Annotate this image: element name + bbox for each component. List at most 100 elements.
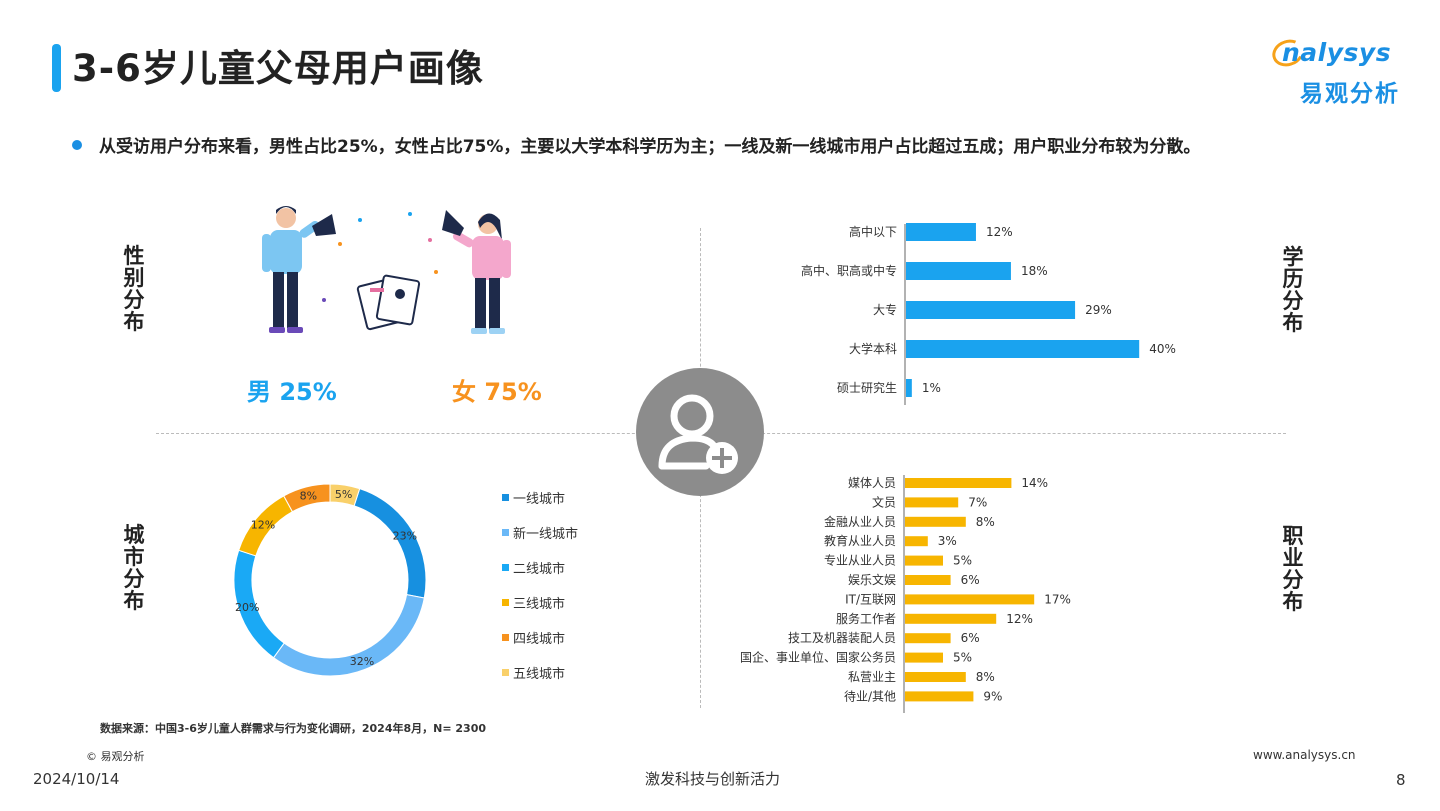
bar-category-label: 硕士研究生 <box>837 380 897 395</box>
bar-value-label: 40% <box>1149 342 1176 356</box>
footer-slogan: 激发科技与创新活力 <box>645 770 781 788</box>
gender-female-label: 女 75% <box>452 378 542 406</box>
page-number: 8 <box>1396 771 1406 789</box>
female-figure-icon <box>452 213 511 334</box>
legend-item: 二线城市 <box>502 550 578 585</box>
donut-value-label: 23% <box>393 530 417 543</box>
bar-value-label: 1% <box>922 381 941 395</box>
legend-label: 四线城市 <box>513 632 566 647</box>
donut-slice <box>329 483 361 507</box>
bar-category-label: 技工及机器装配人员 <box>788 631 896 645</box>
bar-category-label: 私营业主 <box>848 670 896 684</box>
bar-value-label: 9% <box>983 689 1002 703</box>
legend-item: 新一线城市 <box>502 515 578 550</box>
bar-value-label: 12% <box>986 225 1013 239</box>
gender-illustration <box>262 206 511 334</box>
gender-male-label: 男 25% <box>247 378 337 406</box>
data-source: 数据来源：中国3-6岁儿童人群需求与行为变化调研，2024年8月，N= 2300 <box>100 722 487 735</box>
page-title: 3-6岁儿童父母用户画像 <box>72 47 484 90</box>
bar-category-label: IT/互联网 <box>845 592 896 606</box>
center-circle <box>636 368 764 496</box>
bar-value-label: 12% <box>1006 612 1033 626</box>
website-link[interactable]: www.analysys.cn <box>1253 748 1356 762</box>
legend-item: 四线城市 <box>502 620 578 655</box>
donut-value-label: 32% <box>350 655 374 668</box>
donut-value-label: 8% <box>300 490 317 503</box>
bar <box>905 633 951 644</box>
bar-category-label: 高中、职高或中专 <box>801 263 897 278</box>
bar <box>905 575 951 585</box>
bar-category-label: 大学本科 <box>849 341 897 356</box>
donut-value-label: 5% <box>335 488 352 501</box>
bar-category-label: 娱乐文娱 <box>848 572 896 587</box>
city-legend: 一线城市新一线城市二线城市三线城市四线城市五线城市 <box>502 480 578 690</box>
logo-english: nalysys <box>1282 38 1392 67</box>
bar <box>905 497 959 508</box>
bar-value-label: 18% <box>1021 264 1048 278</box>
summary-bullet-icon <box>72 140 82 150</box>
bar-category-label: 媒体人员 <box>848 476 896 490</box>
legend-item: 五线城市 <box>502 655 578 690</box>
bar-value-label: 6% <box>961 631 980 645</box>
bar-value-label: 8% <box>976 515 995 529</box>
megaphone-icon <box>312 214 336 236</box>
bar <box>905 555 943 566</box>
add-user-icon <box>658 394 738 474</box>
bar <box>906 379 912 397</box>
legend-swatch <box>502 494 509 501</box>
legend-label: 三线城市 <box>513 597 566 612</box>
bar-category-label: 国企、事业单位、国家公务员 <box>740 650 896 665</box>
bar <box>905 478 1012 488</box>
bar <box>906 223 976 241</box>
copyright: © 易观分析 <box>86 750 145 763</box>
bar <box>905 613 997 624</box>
bar <box>906 301 1076 319</box>
bar <box>905 516 966 527</box>
bar-value-label: 7% <box>968 495 987 509</box>
bar-category-label: 专业从业人员 <box>824 553 896 568</box>
education-bar-chart: 高中以下 12% 高中、职高或中专 18% 大专 29% 大学本科 40% 硕士研究生 1% <box>801 223 1176 405</box>
legend-swatch <box>502 529 509 536</box>
bar-value-label: 17% <box>1044 592 1071 606</box>
bar-value-label: 3% <box>938 534 957 548</box>
logo-chinese: 易观分析 <box>1300 81 1400 107</box>
bar <box>905 691 974 702</box>
bar <box>905 594 1035 605</box>
section-label-gender: 性别分布 <box>123 244 145 334</box>
donut-slice <box>353 488 427 599</box>
megaphone-icon-female <box>442 210 464 236</box>
city-donut-chart: 23% 32% 20% 12% 8% 5% <box>233 483 427 677</box>
bar-value-label: 14% <box>1021 476 1048 490</box>
legend-swatch <box>502 564 509 571</box>
bar-category-label: 教育从业人员 <box>824 533 896 548</box>
bar <box>905 536 928 547</box>
legend-item: 三线城市 <box>502 585 578 620</box>
male-figure-icon <box>262 206 320 333</box>
legend-swatch <box>502 669 509 676</box>
document-cards-icon <box>356 274 421 331</box>
bar-category-label: 服务工作者 <box>836 611 896 626</box>
summary-text: 从受访用户分布来看，男性占比25%，女性占比75%，主要以大学本科学历为主；一线… <box>99 137 1201 157</box>
section-label-occupation: 职业分布 <box>1282 524 1304 614</box>
legend-swatch <box>502 634 509 641</box>
bar-category-label: 待业/其他 <box>844 689 896 703</box>
legend-label: 一线城市 <box>513 492 566 507</box>
bar <box>906 340 1140 358</box>
bar-value-label: 5% <box>953 651 972 665</box>
bar <box>905 652 943 663</box>
occupation-bar-chart: 媒体人员 14% 文员 7% 金融从业人员 8% 教育从业人员 3% 专业从业人员 5% 娱乐文娱 6… <box>740 475 1071 713</box>
donut-value-label: 20% <box>235 601 259 614</box>
legend-item: 一线城市 <box>502 480 578 515</box>
legend-label: 五线城市 <box>513 667 566 682</box>
bar-category-label: 大专 <box>873 302 897 317</box>
legend-label: 新一线城市 <box>513 527 579 542</box>
legend-swatch <box>502 599 509 606</box>
legend-label: 二线城市 <box>513 562 566 577</box>
bar-category-label: 金融从业人员 <box>824 514 896 529</box>
analysys-logo: nalysys 易观分析 <box>1262 34 1422 107</box>
title-accent-bar <box>52 44 61 92</box>
bar-value-label: 29% <box>1085 303 1112 317</box>
bar-value-label: 8% <box>976 670 995 684</box>
bar <box>905 672 966 682</box>
footer-date: 2024/10/14 <box>33 770 120 788</box>
